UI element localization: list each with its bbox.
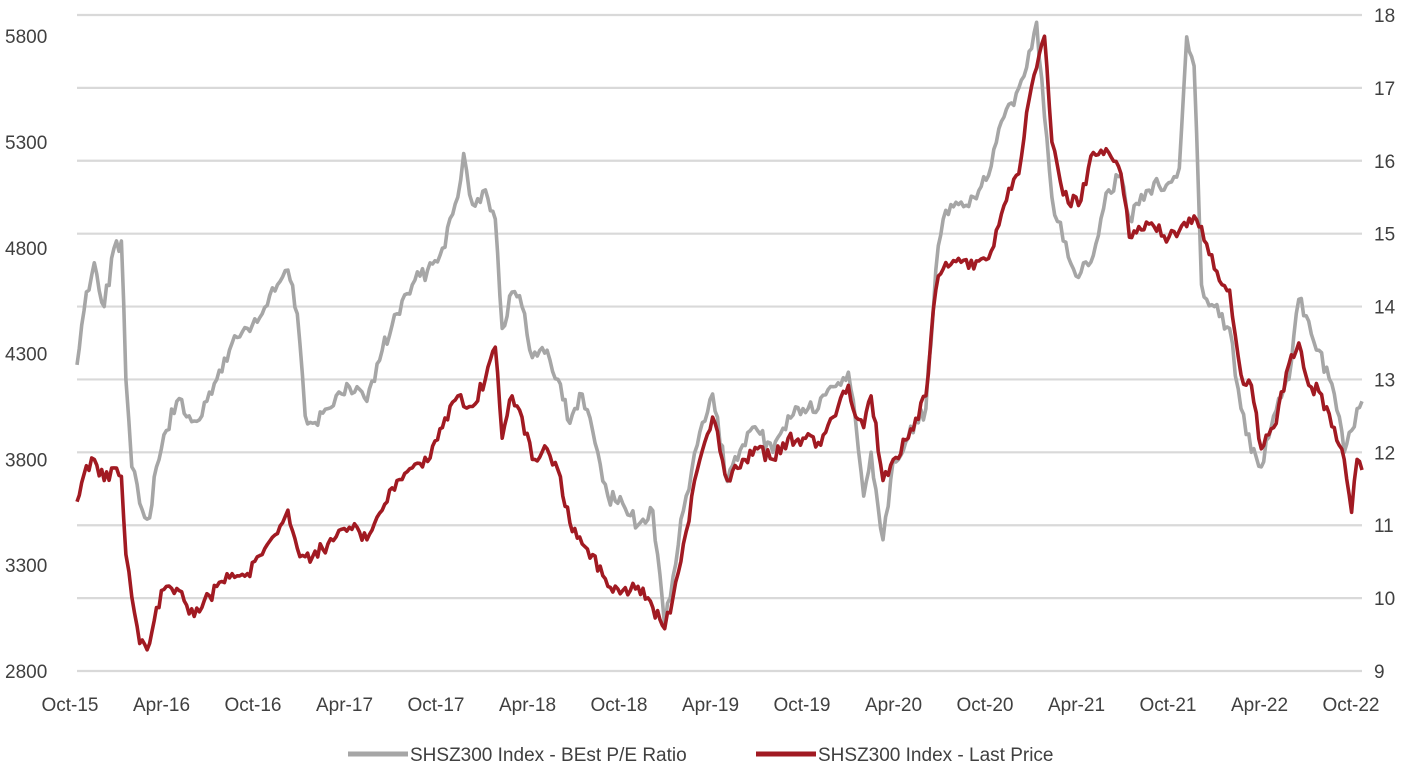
y-right-tick-label: 13 xyxy=(1374,370,1395,391)
y-right-tick-label: 17 xyxy=(1374,79,1395,100)
y-right-tick-label: 18 xyxy=(1374,6,1395,27)
legend-label-pe-ratio: SHSZ300 Index - BEst P/E Ratio xyxy=(410,745,687,766)
x-tick-label: Oct-18 xyxy=(590,695,647,716)
y-left-tick-label: 5300 xyxy=(5,133,47,154)
gridlines xyxy=(77,13,1362,673)
y-axis-right: 9 10 11 12 13 14 15 16 17 18 xyxy=(1374,6,1396,683)
legend: SHSZ300 Index - BEst P/E Ratio SHSZ300 I… xyxy=(348,745,1054,766)
x-tick-label: Apr-17 xyxy=(316,695,373,716)
x-tick-label: Apr-16 xyxy=(133,695,190,716)
y-right-tick-label: 15 xyxy=(1374,225,1395,246)
x-tick-label: Apr-18 xyxy=(499,695,556,716)
y-left-tick-label: 2800 xyxy=(5,662,47,683)
x-tick-label: Apr-20 xyxy=(865,695,922,716)
series-line-pe-ratio xyxy=(75,20,1364,630)
y-left-tick-label: 5800 xyxy=(5,27,47,48)
x-tick-label: Apr-21 xyxy=(1048,695,1105,716)
x-tick-label: Oct-22 xyxy=(1322,695,1379,716)
y-axis-left: 2800 3300 3800 4300 4800 5300 5800 xyxy=(5,27,47,683)
y-left-tick-label: 3800 xyxy=(5,450,47,471)
y-right-tick-label: 16 xyxy=(1374,152,1395,173)
series-line-last-price xyxy=(75,34,1364,652)
y-right-tick-label: 12 xyxy=(1374,443,1395,464)
x-tick-label: Oct-16 xyxy=(224,695,281,716)
x-tick-label: Oct-17 xyxy=(407,695,464,716)
y-right-tick-label: 9 xyxy=(1374,662,1385,683)
x-tick-label: Oct-15 xyxy=(41,695,98,716)
y-left-tick-label: 4800 xyxy=(5,239,47,260)
y-right-tick-label: 10 xyxy=(1374,589,1395,610)
x-axis: Oct-15 Apr-16 Oct-16 Apr-17 Oct-17 Apr-18 Oct-… xyxy=(41,695,1379,716)
y-left-tick-label: 4300 xyxy=(5,345,47,366)
y-right-tick-label: 11 xyxy=(1374,516,1394,537)
y-right-tick-label: 14 xyxy=(1374,298,1396,319)
series-last-price xyxy=(75,34,1364,652)
x-tick-label: Apr-22 xyxy=(1231,695,1288,716)
y-left-tick-label: 3300 xyxy=(5,556,47,577)
series-pe-ratio xyxy=(75,20,1364,630)
x-tick-label: Apr-19 xyxy=(682,695,739,716)
legend-label-last-price: SHSZ300 Index - Last Price xyxy=(818,745,1054,766)
x-tick-label: Oct-19 xyxy=(773,695,830,716)
x-tick-label: Oct-20 xyxy=(956,695,1013,716)
x-tick-label: Oct-21 xyxy=(1139,695,1196,716)
